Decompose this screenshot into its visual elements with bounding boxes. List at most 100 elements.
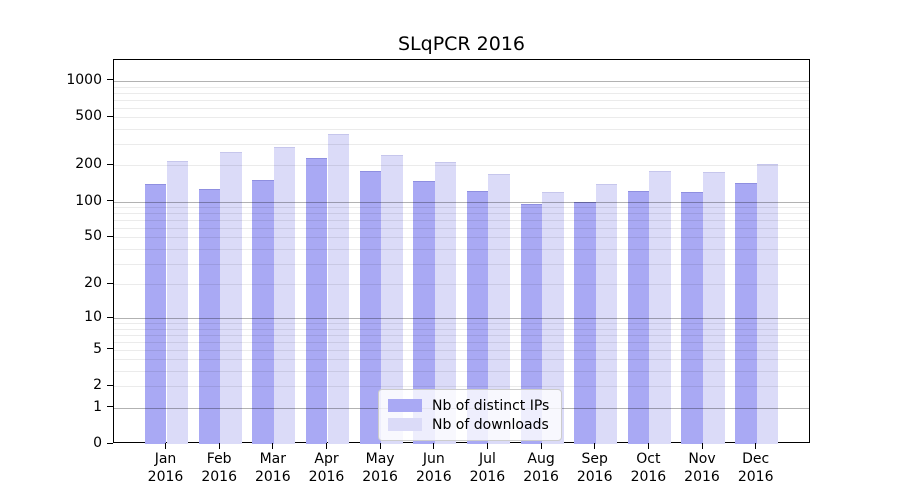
- x-label-month-nov: Nov: [688, 451, 716, 467]
- y-tick-500: [107, 115, 113, 117]
- y-tick-label-5: 5: [93, 340, 102, 357]
- x-tick-label-feb: Feb 2016: [191, 450, 247, 486]
- bar-downloads-jul: [488, 173, 510, 444]
- x-tick-label-aug: Aug 2016: [513, 450, 569, 486]
- legend-item-downloads: Nb of downloads: [388, 415, 549, 434]
- minor-gridline-200: [114, 165, 809, 167]
- x-label-month-sep: Sep: [581, 451, 608, 467]
- y-tick-label-1000: 1000: [66, 71, 102, 88]
- bar-downloads-nov: [703, 172, 725, 444]
- y-tick-label-100: 100: [75, 192, 102, 209]
- x-tick-jul: [486, 443, 488, 449]
- bar-downloads-aug: [542, 192, 564, 444]
- x-tick-nov: [701, 443, 703, 449]
- x-label-year-jun: 2016: [415, 469, 452, 485]
- y-tick-label-10: 10: [84, 309, 102, 325]
- major-gridline-1000: [114, 80, 809, 82]
- legend-label-downloads: Nb of downloads: [432, 416, 549, 433]
- legend-swatch-distinct-ips: [388, 399, 422, 412]
- x-tick-label-jul: Jul 2016: [459, 450, 515, 486]
- y-tick-label-2: 2: [93, 377, 102, 394]
- plot-inner: [114, 60, 809, 444]
- x-tick-mar: [272, 443, 274, 449]
- x-label-year-mar: 2016: [254, 469, 291, 485]
- minor-gridline-400: [114, 129, 809, 130]
- bar-downloads-sep: [595, 183, 618, 444]
- x-tick-label-may: May 2016: [352, 450, 408, 486]
- x-label-year-dec: 2016: [737, 469, 774, 485]
- x-label-month-mar: Mar: [259, 451, 286, 467]
- bar-downloads-may: [381, 154, 403, 444]
- x-tick-jan: [165, 443, 166, 449]
- y-tick-20: [107, 282, 113, 284]
- bar-distinct-ips-jul: [466, 191, 489, 444]
- x-tick-apr: [326, 443, 327, 449]
- x-label-year-feb: 2016: [201, 469, 237, 485]
- y-tick-label-0: 0: [93, 435, 102, 451]
- minor-gridline-500: [114, 117, 809, 119]
- bar-distinct-ips-nov: [681, 191, 703, 444]
- x-label-year-may: 2016: [362, 469, 398, 485]
- y-tick-label-200: 200: [75, 156, 102, 173]
- bar-distinct-ips-oct: [627, 191, 650, 444]
- y-tick-200: [107, 163, 113, 165]
- x-label-year-jul: 2016: [469, 469, 506, 485]
- x-tick-label-nov: Nov 2016: [674, 450, 730, 486]
- x-label-year-jan: 2016: [147, 469, 184, 485]
- x-tick-label-apr: Apr 2016: [299, 450, 355, 486]
- y-tick-label-500: 500: [75, 108, 102, 125]
- y-tick-10: [107, 316, 113, 318]
- minor-gridline-300: [114, 144, 809, 146]
- legend: Nb of distinct IPs Nb of downloads: [378, 389, 563, 441]
- legend-label-distinct-ips: Nb of distinct IPs: [432, 397, 550, 414]
- minor-gridline-900: [114, 86, 809, 88]
- bar-distinct-ips-jun: [413, 180, 435, 444]
- bar-distinct-ips-sep: [574, 201, 596, 444]
- y-tick-label-20: 20: [84, 275, 102, 291]
- x-label-month-aug: Aug: [527, 451, 555, 467]
- x-label-year-aug: 2016: [523, 469, 559, 485]
- x-tick-label-sep: Sep 2016: [567, 450, 623, 486]
- x-tick-jun: [433, 443, 435, 449]
- minor-gridline-800: [114, 92, 809, 94]
- x-label-month-may: May: [365, 451, 395, 467]
- x-tick-aug: [540, 443, 542, 449]
- x-tick-label-oct: Oct 2016: [620, 450, 676, 486]
- bar-distinct-ips-may: [359, 170, 382, 444]
- x-tick-feb: [218, 443, 220, 449]
- x-tick-label-dec: Dec 2016: [728, 450, 784, 486]
- x-tick-label-jan: Jan 2016: [138, 450, 194, 486]
- x-label-month-apr: Apr: [314, 451, 339, 467]
- y-tick-2: [107, 384, 113, 386]
- bar-distinct-ips-jan: [144, 183, 167, 444]
- bar-distinct-ips-aug: [520, 204, 543, 444]
- minor-gridline-600: [114, 107, 809, 109]
- bar-distinct-ips-apr: [305, 158, 328, 444]
- y-tick-5: [107, 348, 113, 350]
- x-label-month-jan: Jan: [154, 451, 177, 467]
- y-tick-label-50: 50: [84, 228, 102, 245]
- x-label-month-jun: Jun: [422, 451, 445, 467]
- legend-swatch-downloads: [388, 418, 422, 431]
- x-label-month-oct: Oct: [636, 451, 661, 467]
- y-tick-1000: [107, 79, 113, 81]
- x-label-year-sep: 2016: [576, 469, 613, 485]
- bar-downloads-feb: [220, 152, 242, 444]
- bar-downloads-dec: [756, 164, 779, 444]
- x-label-year-apr: 2016: [308, 469, 345, 485]
- bar-downloads-mar: [273, 147, 296, 444]
- bar-distinct-ips-feb: [198, 188, 221, 444]
- x-tick-dec: [755, 443, 757, 449]
- bar-downloads-apr: [327, 133, 350, 444]
- chart-title: SLqPCR 2016: [397, 33, 526, 55]
- bar-downloads-oct: [649, 170, 671, 444]
- minor-gridline-700: [114, 99, 809, 101]
- y-tick-100: [107, 200, 113, 201]
- plot-area: [113, 59, 810, 444]
- x-tick-oct: [647, 443, 649, 449]
- bar-distinct-ips-mar: [252, 180, 274, 444]
- x-label-year-oct: 2016: [630, 469, 667, 485]
- x-label-year-nov: 2016: [684, 469, 720, 485]
- x-tick-may: [379, 443, 381, 449]
